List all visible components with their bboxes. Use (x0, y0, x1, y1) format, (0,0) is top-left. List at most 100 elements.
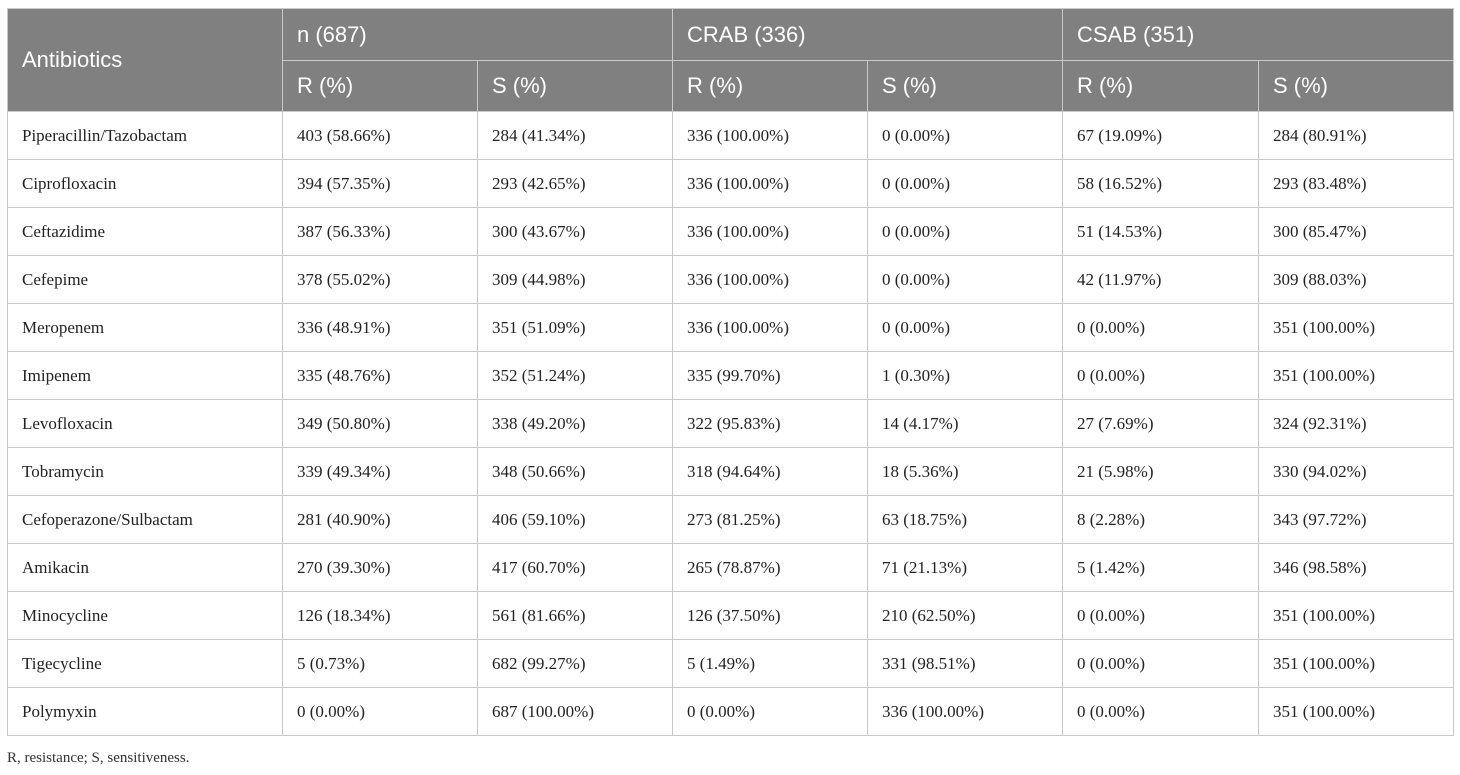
header-row-groups: Antibiotics n (687) CRAB (336) CSAB (351… (7, 8, 1455, 112)
cell-crab-sensitivity: 336 (100.00%) (867, 687, 1063, 736)
cell-n-sensitivity: 284 (41.34%) (477, 111, 673, 160)
cell-n-resistance: 403 (58.66%) (282, 111, 478, 160)
cell-n-resistance: 0 (0.00%) (282, 687, 478, 736)
header-group-csab: CSAB (351) (1061, 8, 1455, 61)
cell-n-resistance: 126 (18.34%) (282, 591, 478, 640)
cell-crab-sensitivity: 0 (0.00%) (867, 111, 1063, 160)
cell-antibiotic-name: Meropenem (7, 303, 283, 352)
cell-antibiotic-name: Minocycline (7, 591, 283, 640)
cell-crab-resistance: 5 (1.49%) (672, 639, 868, 688)
header-n-sensitivity: S (%) (477, 60, 673, 112)
cell-csab-sensitivity: 351 (100.00%) (1257, 591, 1455, 640)
cell-n-resistance: 387 (56.33%) (282, 207, 478, 256)
cell-n-sensitivity: 406 (59.10%) (477, 495, 673, 544)
cell-n-sensitivity: 561 (81.66%) (477, 591, 673, 640)
cell-csab-resistance: 5 (1.42%) (1062, 543, 1259, 592)
table-row: Tigecycline 5 (0.73%) 682 (99.27%) 5 (1.49%… (7, 639, 1455, 688)
cell-csab-sensitivity: 351 (100.00%) (1257, 303, 1455, 352)
cell-n-sensitivity: 351 (51.09%) (477, 303, 673, 352)
cell-csab-resistance: 8 (2.28%) (1062, 495, 1259, 544)
cell-n-resistance: 335 (48.76%) (282, 351, 478, 400)
table-row: Cefoperazone/Sulbactam 281 (40.90%) 406 (5… (7, 495, 1455, 544)
table-row: Amikacin 270 (39.30%) 417 (60.70%) 265 (78.… (7, 543, 1455, 592)
cell-n-sensitivity: 293 (42.65%) (477, 159, 673, 208)
cell-n-resistance: 394 (57.35%) (282, 159, 478, 208)
cell-antibiotic-name: Cefepime (7, 255, 283, 304)
cell-antibiotic-name: Tigecycline (7, 639, 283, 688)
table-row: Minocycline 126 (18.34%) 561 (81.66%) 126 (… (7, 591, 1455, 640)
cell-csab-resistance: 0 (0.00%) (1062, 687, 1259, 736)
cell-crab-sensitivity: 0 (0.00%) (867, 207, 1063, 256)
cell-csab-resistance: 0 (0.00%) (1062, 351, 1259, 400)
table-body: Piperacillin/Tazobactam 403 (58.66%) 284 (… (7, 111, 1455, 736)
table-row: Polymyxin 0 (0.00%) 687 (100.00%) 0 (0.00%)… (7, 687, 1455, 736)
cell-crab-resistance: 336 (100.00%) (672, 111, 868, 160)
cell-antibiotic-name: Piperacillin/Tazobactam (7, 111, 283, 160)
cell-csab-resistance: 0 (0.00%) (1062, 639, 1259, 688)
table-row: Tobramycin 339 (49.34%) 348 (50.66%) 318 (9… (7, 447, 1455, 496)
cell-crab-resistance: 335 (99.70%) (672, 351, 868, 400)
table-row: Imipenem 335 (48.76%) 352 (51.24%) 335 (99.… (7, 351, 1455, 400)
cell-antibiotic-name: Amikacin (7, 543, 283, 592)
cell-csab-sensitivity: 346 (98.58%) (1257, 543, 1455, 592)
header-crab-resistance: R (%) (672, 60, 868, 112)
header-group-crab: CRAB (336) (672, 8, 1063, 61)
antibiotic-resistance-table: Antibiotics n (687) CRAB (336) CSAB (351… (7, 8, 1455, 736)
cell-csab-resistance: 58 (16.52%) (1062, 159, 1259, 208)
cell-n-resistance: 378 (55.02%) (282, 255, 478, 304)
cell-csab-sensitivity: 351 (100.00%) (1257, 639, 1455, 688)
cell-n-resistance: 349 (50.80%) (282, 399, 478, 448)
cell-n-resistance: 336 (48.91%) (282, 303, 478, 352)
cell-antibiotic-name: Imipenem (7, 351, 283, 400)
header-csab-sensitivity: S (%) (1257, 60, 1455, 112)
antibiotic-resistance-table-container: Antibiotics n (687) CRAB (336) CSAB (351… (7, 8, 1455, 736)
cell-crab-resistance: 336 (100.00%) (672, 159, 868, 208)
cell-n-sensitivity: 300 (43.67%) (477, 207, 673, 256)
cell-crab-sensitivity: 18 (5.36%) (867, 447, 1063, 496)
cell-antibiotic-name: Ceftazidime (7, 207, 283, 256)
table-header: Antibiotics n (687) CRAB (336) CSAB (351… (7, 8, 1455, 112)
cell-n-resistance: 281 (40.90%) (282, 495, 478, 544)
cell-antibiotic-name: Cefoperazone/Sulbactam (7, 495, 283, 544)
table-row: Meropenem 336 (48.91%) 351 (51.09%) 336 (10… (7, 303, 1455, 352)
cell-crab-resistance: 273 (81.25%) (672, 495, 868, 544)
cell-antibiotic-name: Tobramycin (7, 447, 283, 496)
cell-n-sensitivity: 309 (44.98%) (477, 255, 673, 304)
cell-csab-resistance: 67 (19.09%) (1062, 111, 1259, 160)
cell-crab-sensitivity: 0 (0.00%) (867, 255, 1063, 304)
header-row-subcolumns: R (%) S (%) R (%) S (%) R (%) S (%) (8, 60, 1455, 112)
cell-crab-resistance: 336 (100.00%) (672, 207, 868, 256)
cell-n-resistance: 270 (39.30%) (282, 543, 478, 592)
cell-csab-sensitivity: 351 (100.00%) (1257, 351, 1455, 400)
cell-crab-resistance: 336 (100.00%) (672, 255, 868, 304)
cell-crab-sensitivity: 0 (0.00%) (867, 303, 1063, 352)
cell-csab-resistance: 42 (11.97%) (1062, 255, 1259, 304)
cell-crab-sensitivity: 0 (0.00%) (867, 159, 1063, 208)
header-antibiotics: Antibiotics (7, 8, 283, 112)
table-row: Piperacillin/Tazobactam 403 (58.66%) 284 (… (7, 111, 1455, 160)
cell-crab-sensitivity: 210 (62.50%) (867, 591, 1063, 640)
cell-csab-sensitivity: 309 (88.03%) (1257, 255, 1455, 304)
header-n-resistance: R (%) (282, 60, 478, 112)
cell-antibiotic-name: Levofloxacin (7, 399, 283, 448)
table-row: Ceftazidime 387 (56.33%) 300 (43.67%) 336 (… (7, 207, 1455, 256)
table-row: Cefepime 378 (55.02%) 309 (44.98%) 336 (100… (7, 255, 1455, 304)
cell-csab-sensitivity: 324 (92.31%) (1257, 399, 1455, 448)
cell-crab-sensitivity: 63 (18.75%) (867, 495, 1063, 544)
cell-n-resistance: 5 (0.73%) (282, 639, 478, 688)
header-crab-sensitivity: S (%) (867, 60, 1063, 112)
cell-crab-sensitivity: 331 (98.51%) (867, 639, 1063, 688)
cell-csab-resistance: 51 (14.53%) (1062, 207, 1259, 256)
cell-n-sensitivity: 417 (60.70%) (477, 543, 673, 592)
cell-crab-resistance: 265 (78.87%) (672, 543, 868, 592)
cell-antibiotic-name: Polymyxin (7, 687, 283, 736)
cell-csab-sensitivity: 284 (80.91%) (1257, 111, 1455, 160)
cell-crab-resistance: 318 (94.64%) (672, 447, 868, 496)
cell-csab-sensitivity: 293 (83.48%) (1257, 159, 1455, 208)
cell-csab-resistance: 0 (0.00%) (1062, 303, 1259, 352)
cell-csab-resistance: 21 (5.98%) (1062, 447, 1259, 496)
cell-n-resistance: 339 (49.34%) (282, 447, 478, 496)
cell-n-sensitivity: 682 (99.27%) (477, 639, 673, 688)
cell-crab-resistance: 322 (95.83%) (672, 399, 868, 448)
cell-crab-resistance: 336 (100.00%) (672, 303, 868, 352)
